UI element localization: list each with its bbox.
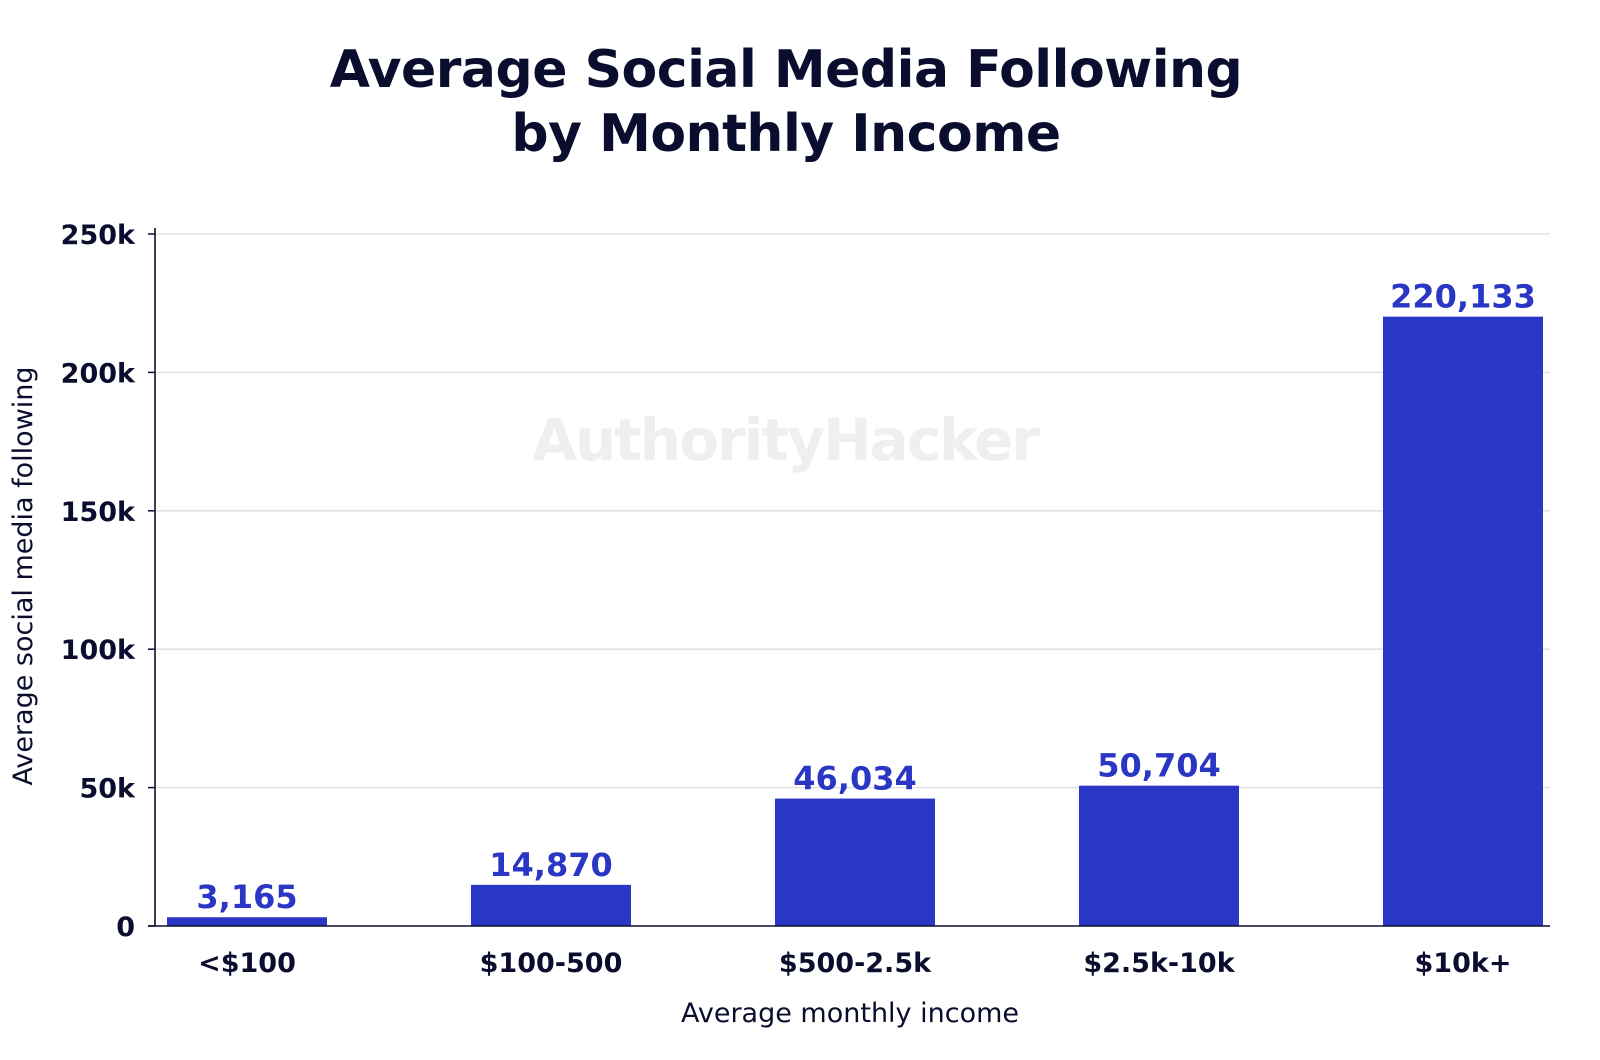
- data-label: 50,704: [1097, 747, 1220, 785]
- x-tick-label: $2.5k-10k: [1083, 948, 1235, 979]
- x-tick-label: <$100: [198, 948, 296, 979]
- watermark-logo: AuthorityHacker: [532, 406, 1040, 474]
- data-labels: 3,165 14,870 46,034 50,704 220,133: [196, 278, 1535, 917]
- y-axis-title: Average social media following: [8, 366, 39, 785]
- data-label: 46,034: [793, 760, 916, 798]
- chart-title: Average Social Media Following by Monthl…: [0, 38, 1572, 166]
- y-tick-label: 250k: [61, 220, 136, 251]
- y-tick-label: 150k: [61, 497, 136, 528]
- x-tick-label: $500-2.5k: [779, 948, 932, 979]
- bar: [1079, 785, 1239, 926]
- gridlines: [155, 233, 1550, 789]
- y-tick-label: 100k: [61, 635, 136, 666]
- bars: [167, 316, 1543, 926]
- chart-title-line-2: by Monthly Income: [511, 104, 1061, 164]
- bar: [471, 884, 631, 926]
- y-tick-labels: 0 50k 100k 150k 200k 250k: [61, 220, 136, 943]
- x-tick-label: $10k+: [1415, 948, 1512, 979]
- data-label: 3,165: [196, 878, 297, 916]
- x-axis-title: Average monthly income: [681, 998, 1019, 1029]
- x-tick-labels: <$100 $100-500 $500-2.5k $2.5k-10k $10k+: [198, 948, 1511, 979]
- y-tick-label: 200k: [61, 358, 136, 389]
- bar: [167, 917, 327, 926]
- bar: [775, 798, 935, 926]
- x-tick-label: $100-500: [480, 948, 623, 979]
- data-label: 220,133: [1390, 278, 1536, 316]
- axes: [148, 228, 1550, 927]
- y-tick-label: 0: [116, 912, 135, 943]
- y-tick-label: 50k: [79, 774, 136, 805]
- bar: [1383, 316, 1543, 926]
- chart-title-line-1: Average Social Media Following: [329, 40, 1243, 100]
- data-label: 14,870: [489, 846, 612, 884]
